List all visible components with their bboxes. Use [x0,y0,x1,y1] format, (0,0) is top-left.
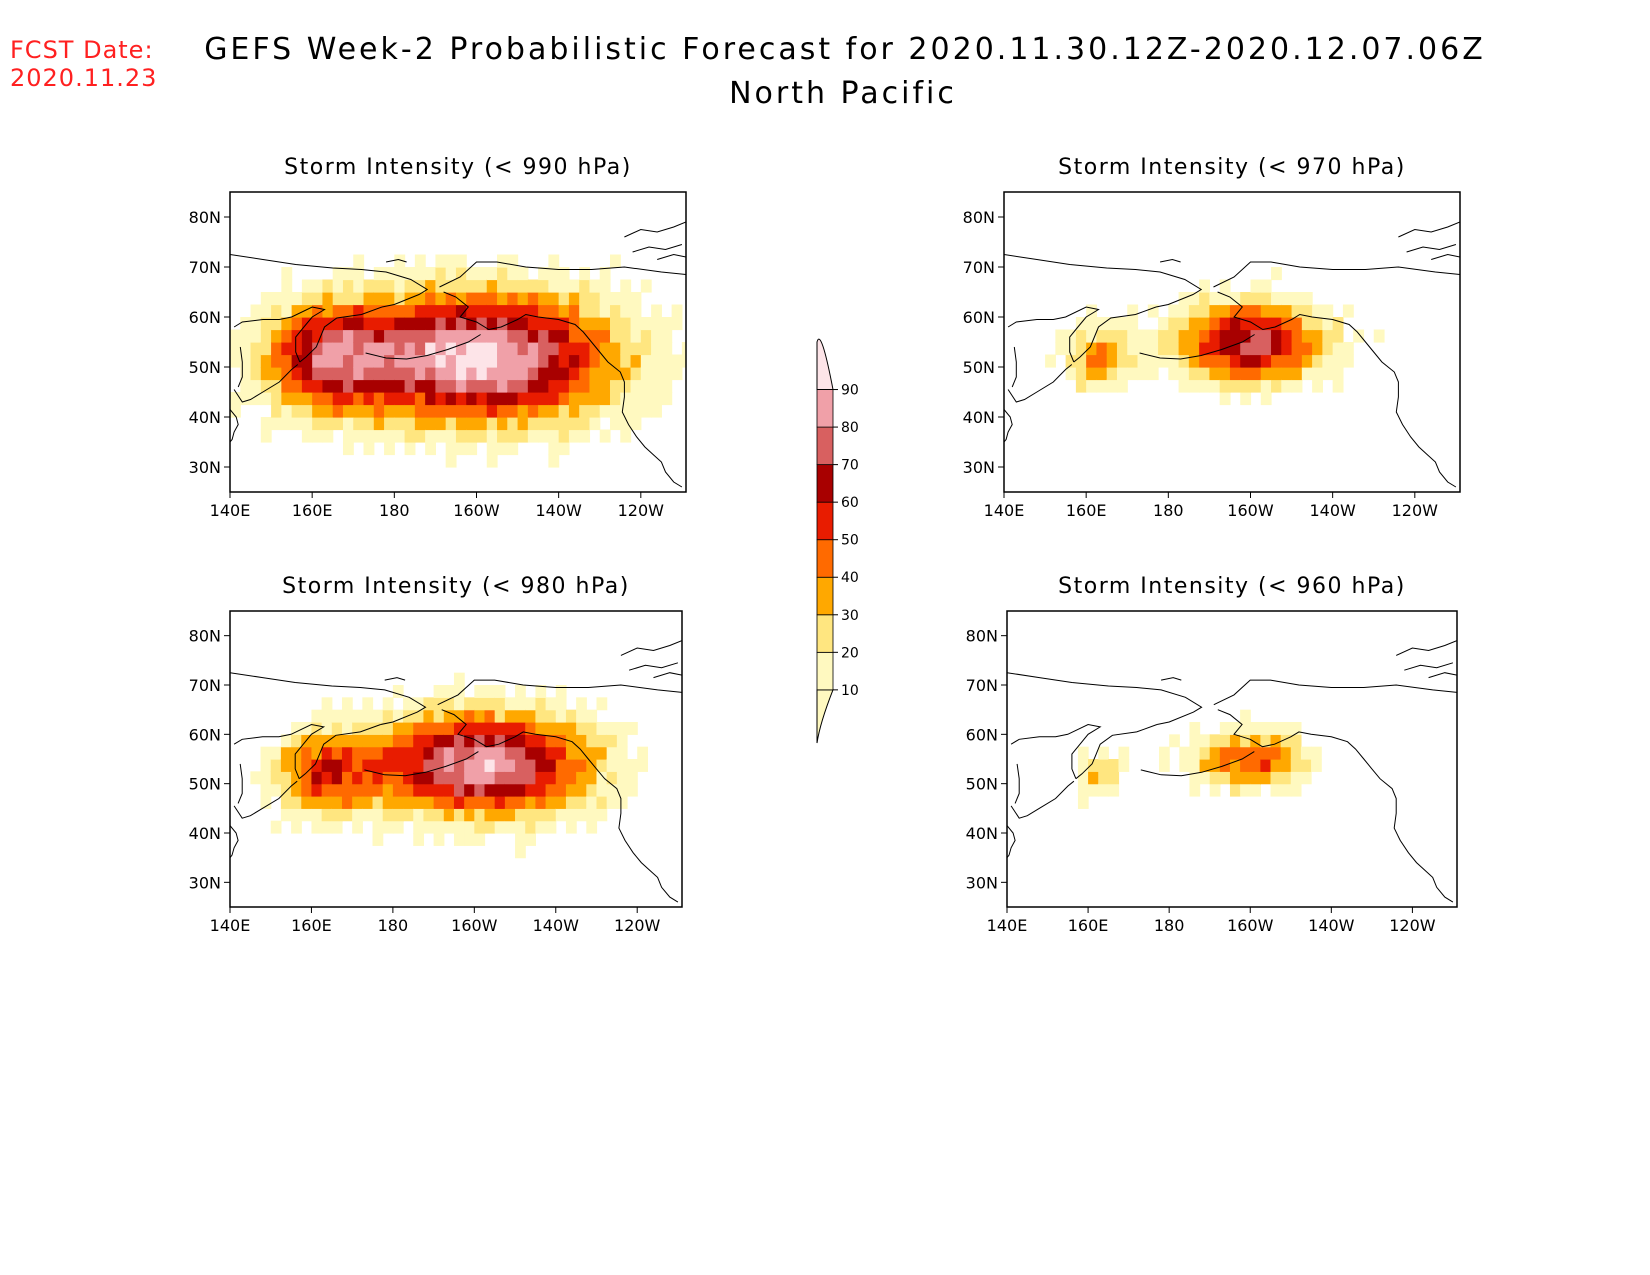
colorbar-swatch-80 [816,389,834,428]
colorbar-swatch-90 [816,338,834,391]
lat-tick-label: 50N [966,775,998,794]
colorbar-tick-label: 90 [841,383,859,399]
lat-tick-label: 70N [963,258,995,277]
fcst-label: FCST Date: [10,36,154,64]
lat-tick-label: 50N [189,358,221,377]
colorbar-swatch-20 [816,614,834,653]
lon-tick-label: 120W [1392,501,1439,520]
lon-tick-label: 160E [1068,916,1109,935]
lon-tick-label: 160W [1227,916,1274,935]
lat-tick-label: 60N [189,725,221,744]
coastlines [1004,221,1460,488]
colorbar-tick-label: 40 [841,570,859,586]
lon-tick-label: 140E [210,501,251,520]
probability-shading [230,254,686,468]
map-panel-1: Storm Intensity (< 990 hPa) 140E 160E 180 16… [189,155,687,520]
probability-shading [250,672,648,859]
panel-title: Storm Intensity (< 970 hPa) [1058,155,1406,180]
fcst-date: 2020.11.23 [10,64,158,92]
colorbar-swatch-30 [816,576,834,616]
lat-tick-label: 40N [966,824,998,843]
lon-tick-label: 120W [614,916,661,935]
lon-tick-label: 140W [1309,501,1356,520]
lat-tick-label: 70N [966,676,998,695]
map-frame [229,191,687,493]
lon-tick-label: 180 [1154,916,1185,935]
lon-tick-label: 140W [535,501,582,520]
lon-tick-label: 140E [987,916,1028,935]
lat-tick-label: 40N [189,408,221,427]
coastlines [1007,640,1457,903]
lon-tick-label: 160W [453,501,500,520]
lat-tick-label: 60N [966,725,998,744]
colorbar-tick-label: 30 [841,608,859,624]
lon-tick-label: 160W [451,916,498,935]
colorbar-swatch-40 [816,539,834,578]
lat-tick-label: 40N [189,824,221,843]
colorbar-swatch-10 [816,651,834,691]
map-frame [1006,610,1458,908]
lat-tick-label: 30N [963,458,995,477]
coastlines [230,221,686,488]
lat-tick-label: 80N [963,208,995,227]
forecast-date-block: FCST Date: 2020.11.23 [10,36,157,92]
main-title: GEFS Week-2 Probabilistic Forecast for 2… [204,32,1486,67]
colorbar: 10 20 30 40 50 60 70 80 90 [816,338,859,744]
lat-tick-label: 60N [189,308,221,327]
lat-tick-label: 30N [966,873,998,892]
lon-tick-label: 120W [618,501,665,520]
lat-tick-label: 50N [189,775,221,794]
colorbar-low-triangle [816,689,834,744]
lat-tick-label: 30N [189,458,221,477]
lat-tick-label: 80N [189,208,221,227]
map-panel-2: Storm Intensity (< 970 hPa) 140E 160E 180 16… [963,155,1461,520]
lat-tick-label: 80N [189,627,221,646]
map-frame [229,610,683,908]
lat-tick-label: 70N [189,676,221,695]
panel-title: Storm Intensity (< 960 hPa) [1058,574,1406,599]
lat-tick-label: 40N [963,408,995,427]
lat-tick-label: 30N [189,873,221,892]
colorbar-tick-label: 60 [841,495,859,511]
lon-tick-label: 160W [1227,501,1274,520]
lon-tick-label: 140W [1308,916,1355,935]
lon-tick-label: 180 [379,501,410,520]
colorbar-swatch-70 [816,426,834,466]
colorbar-tick-label: 80 [841,420,859,436]
lon-tick-label: 120W [1389,916,1436,935]
colorbar-tick-label: 70 [841,458,859,474]
lon-tick-label: 160E [292,501,333,520]
region-title: North Pacific [729,76,957,111]
colorbar-swatch-50 [816,501,834,541]
map-panel-3: Storm Intensity (< 980 hPa) 140E 160E 180 16… [189,574,683,935]
lon-tick-label: 140E [210,916,251,935]
lon-tick-label: 160E [1066,501,1107,520]
lat-tick-label: 70N [189,258,221,277]
lon-tick-label: 180 [378,916,409,935]
lat-tick-label: 80N [966,627,998,646]
lat-tick-label: 50N [963,358,995,377]
colorbar-swatch-60 [816,464,834,503]
lon-tick-label: 180 [1153,501,1184,520]
probability-shading [1045,267,1385,406]
colorbar-tick-label: 10 [841,683,859,699]
lon-tick-label: 160E [291,916,332,935]
colorbar-tick-label: 50 [841,533,859,549]
map-panel-4: Storm Intensity (< 960 hPa) 140E 160E 180 16… [966,574,1458,935]
map-frame [1003,191,1461,493]
panel-title: Storm Intensity (< 980 hPa) [282,574,630,599]
panel-title: Storm Intensity (< 990 hPa) [284,155,632,180]
lon-tick-label: 140W [533,916,580,935]
lon-tick-label: 140E [984,501,1025,520]
probability-shading [1077,709,1322,809]
lat-tick-label: 60N [963,308,995,327]
coastlines [230,640,682,903]
colorbar-tick-label: 20 [841,645,859,661]
